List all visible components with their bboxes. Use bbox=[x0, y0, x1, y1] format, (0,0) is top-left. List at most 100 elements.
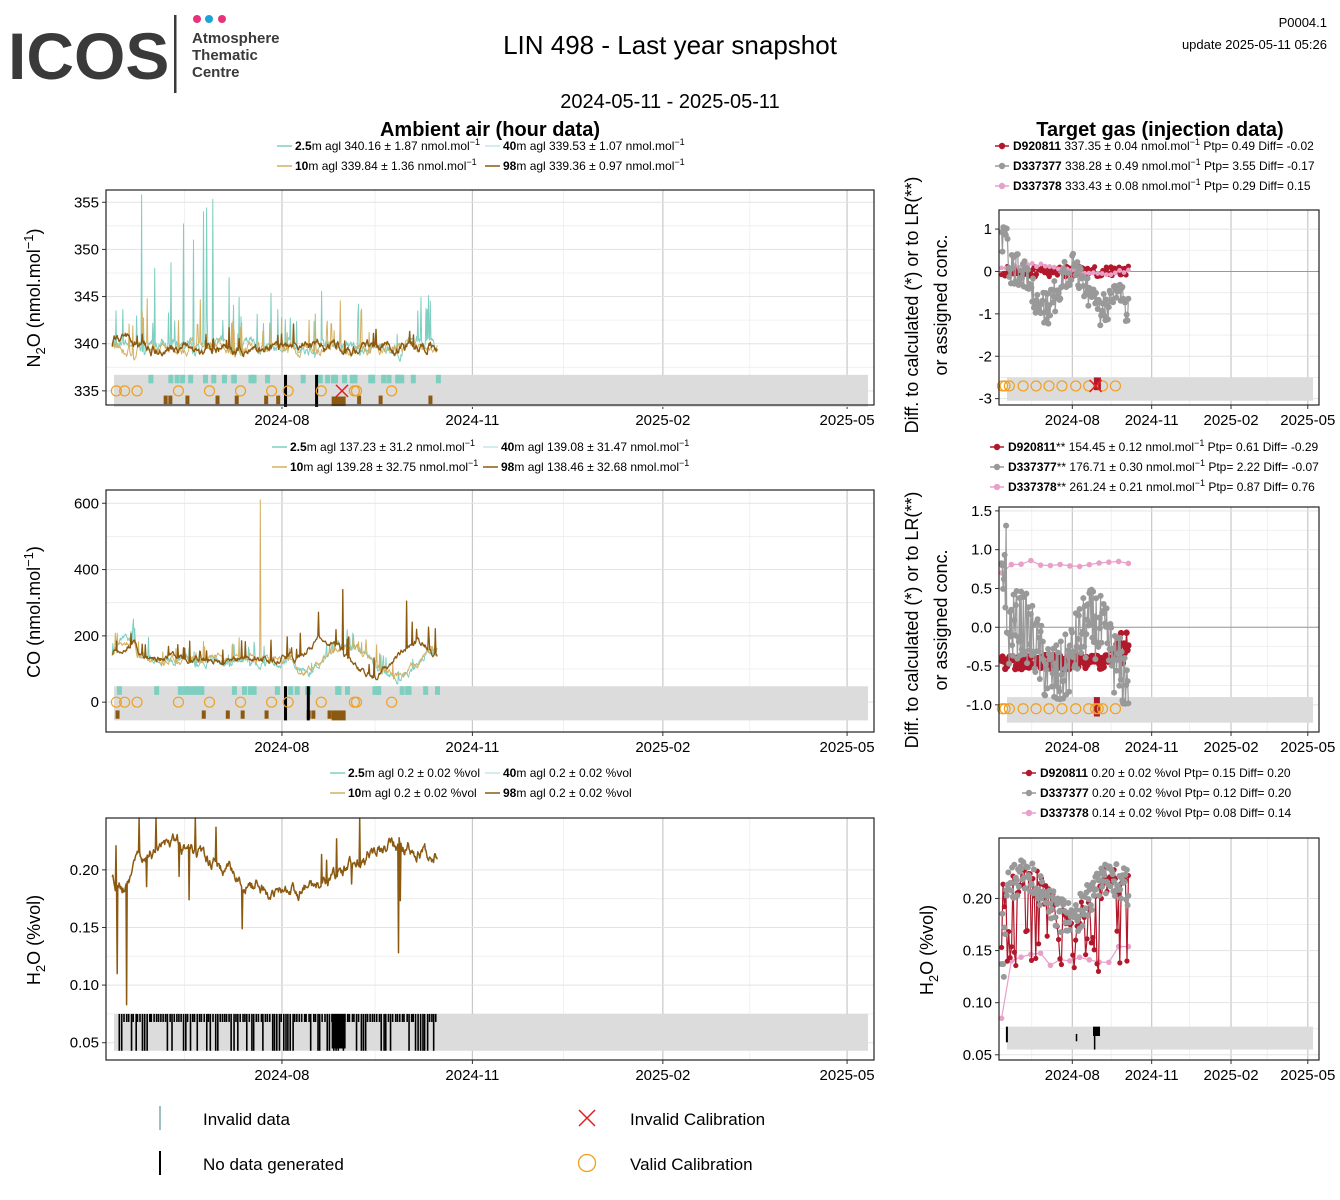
h2o-no-data-75 bbox=[289, 1013, 291, 1051]
h2o-legend-label-1: 40m agl 0.2 ± 0.02 %vol bbox=[503, 766, 632, 780]
target-n2o-d337377-pt-24 bbox=[1019, 275, 1026, 282]
target-h2o-d337377-pt-145 bbox=[1107, 883, 1114, 890]
h2o-no-data-30 bbox=[186, 1013, 189, 1022]
target-h2o-d920811-pt-67 bbox=[1094, 961, 1100, 967]
target-h2o-d337377-pt-159 bbox=[1117, 895, 1124, 902]
target-n2o-d337377-pt-63 bbox=[1052, 308, 1059, 315]
n2o-invalid-98-9 bbox=[185, 395, 190, 405]
co-valid-cal-1 bbox=[119, 696, 131, 708]
target-h2o-d920811-pt-7 bbox=[1008, 944, 1015, 950]
target-co-d337378-pt-12 bbox=[1115, 558, 1122, 565]
target-n2o-d337377-pt-80 bbox=[1066, 281, 1073, 288]
target-co-d337377-pt-106 bbox=[1078, 649, 1085, 656]
target-h2o-d337377-pt-35 bbox=[1024, 864, 1031, 871]
target-co-d920811-pt-137 bbox=[1123, 629, 1130, 636]
target-h2o-d920811-pt-1 bbox=[1000, 881, 1006, 887]
n2o-legend-label-2: 10m agl 339.84 ± 1.36 nmol.mol−1 bbox=[295, 157, 477, 173]
target-h2o-d337377-pt-150 bbox=[1111, 878, 1118, 885]
target-co-d337377-pt-126 bbox=[1093, 595, 1100, 602]
h2o-no-data-11 bbox=[143, 1013, 146, 1051]
co-invalid-flag-4 bbox=[231, 686, 237, 695]
target-n2o-legend-key-dot-2 bbox=[998, 182, 1006, 190]
h2o-no-data-26 bbox=[178, 1013, 180, 1022]
h2o-no-data-36 bbox=[200, 1013, 203, 1022]
h2o-no-data-8 bbox=[136, 1013, 139, 1022]
target-h2o-panel-ytick-label-3: 0.20 bbox=[963, 890, 992, 907]
co-valid-cal-5 bbox=[234, 696, 247, 708]
n2o-panel-ytick-label-3: 350 bbox=[74, 241, 99, 258]
co-valid-cal-4 bbox=[203, 696, 216, 708]
n2o-invalid-98-7 bbox=[264, 395, 269, 405]
target-co-d920811-pt-138 bbox=[1124, 646, 1131, 654]
target-h2o-d337377-pt-134 bbox=[1099, 883, 1106, 890]
n2o-valid-cal-4 bbox=[203, 385, 216, 397]
h2o-no-data-5 bbox=[130, 1013, 133, 1051]
co-invalid-flag-12 bbox=[344, 686, 350, 695]
target-co-d337377-pt-66 bbox=[1048, 654, 1055, 661]
target-n2o-d337377-pt-126 bbox=[1105, 304, 1112, 311]
h2o-no-data-48 bbox=[228, 1013, 230, 1022]
target-h2o-d920811-pt-68 bbox=[1095, 968, 1102, 974]
target-n2o-d920811-pt-109 bbox=[1125, 263, 1131, 269]
target-co-d337377-pt-112 bbox=[1082, 654, 1089, 661]
n2o-valid-cal-6 bbox=[266, 385, 278, 397]
co-invalid-flag-0 bbox=[288, 686, 294, 695]
target-co-d337377-pt-167 bbox=[1123, 667, 1130, 674]
n2o-no-data-0 bbox=[284, 374, 288, 407]
target-n2o-d337378-pt-27 bbox=[1117, 268, 1123, 273]
h2o-no-data-124 bbox=[401, 1013, 404, 1022]
h2o-no-data-2 bbox=[123, 1013, 125, 1022]
co-invalid-98-4 bbox=[115, 710, 120, 719]
target-n2o-panel-xtick-label-0: 2024-08 bbox=[1045, 412, 1100, 429]
h2o-no-data-105 bbox=[357, 1013, 360, 1022]
target-n2o-d337377-pt-13 bbox=[1009, 265, 1016, 272]
h2o-no-data-126 bbox=[406, 1013, 408, 1022]
target-n2o-d337377-pt-37 bbox=[1030, 275, 1037, 282]
target-h2o-d337377-pt-90 bbox=[1066, 919, 1073, 926]
target-h2o-panel-xtick-label-3: 2025-05 bbox=[1280, 1067, 1335, 1084]
target-co-panel-ytick-label-1: -0.5 bbox=[966, 658, 992, 675]
n2o-invalid-flag-28 bbox=[248, 374, 254, 384]
n2o-valid-cal-5 bbox=[234, 385, 247, 397]
target-co-d337377-pt-102 bbox=[1075, 635, 1082, 642]
h2o-no-data-34 bbox=[196, 1013, 199, 1051]
h2o-no-data-136 bbox=[428, 1013, 431, 1022]
target-co-d337377-pt-3 bbox=[1000, 576, 1007, 583]
h2o-no-data-10 bbox=[141, 1013, 144, 1051]
h2o-no-data-112 bbox=[373, 1013, 376, 1022]
co-invalid-flag-16 bbox=[242, 686, 248, 695]
ambient-section-title: Ambient air (hour data) bbox=[380, 119, 600, 141]
target-h2o-panel-border bbox=[998, 837, 1320, 1061]
target-co-d337377-pt-141 bbox=[1104, 640, 1111, 647]
h2o-no-data-14 bbox=[150, 1013, 153, 1022]
target-h2o-d337377-pt-165 bbox=[1122, 871, 1129, 878]
h2o-no-data-90 bbox=[324, 1013, 326, 1022]
n2o-panel-ytick-label-1: 340 bbox=[74, 336, 99, 353]
no-data-label: No data generated bbox=[203, 1155, 344, 1174]
target-co-d337378-pt-4 bbox=[1037, 562, 1044, 568]
n2o-panel-bg bbox=[106, 190, 874, 405]
h2o-no-data-125 bbox=[403, 1013, 405, 1022]
co-invalid-98-2 bbox=[264, 710, 269, 719]
target-co-d337377-pt-143 bbox=[1105, 657, 1112, 664]
h2o-no-data-133 bbox=[422, 1013, 424, 1051]
target-co-flag-red bbox=[1093, 697, 1100, 717]
h2o-no-data-134 bbox=[423, 1013, 426, 1051]
target-h2o-d337377-pt-37 bbox=[1026, 875, 1033, 882]
icos-logo: ICOS Atmosphere Thematic Centre bbox=[8, 15, 280, 93]
h2o-no-data-78 bbox=[296, 1013, 298, 1022]
co-invalid-98-6 bbox=[201, 710, 206, 719]
n2o-panel-ytick-label-2: 345 bbox=[74, 289, 99, 306]
target-co-d337377-pt-17 bbox=[1011, 617, 1018, 624]
target-h2o-d337377-pt-116 bbox=[1085, 896, 1092, 903]
target-h2o-d337377-pt-27 bbox=[1018, 865, 1025, 872]
target-co-d337377-pt-45 bbox=[1032, 668, 1039, 675]
target-h2o-legend-label-0: D920811 0.20 ± 0.02 %vol Ptp= 0.15 Diff=… bbox=[1040, 766, 1291, 780]
target-n2o-d337377-pt-128 bbox=[1107, 290, 1114, 297]
h2o-no-data-57 bbox=[248, 1013, 251, 1022]
n2o-valid-cal-3 bbox=[172, 385, 185, 397]
target-n2o-d337377-pt-48 bbox=[1039, 297, 1046, 304]
target-n2o-d337377-pt-148 bbox=[1124, 317, 1131, 324]
target-h2o-d337377-pt-71 bbox=[1051, 914, 1058, 921]
h2o-no-data-20 bbox=[164, 1013, 167, 1022]
